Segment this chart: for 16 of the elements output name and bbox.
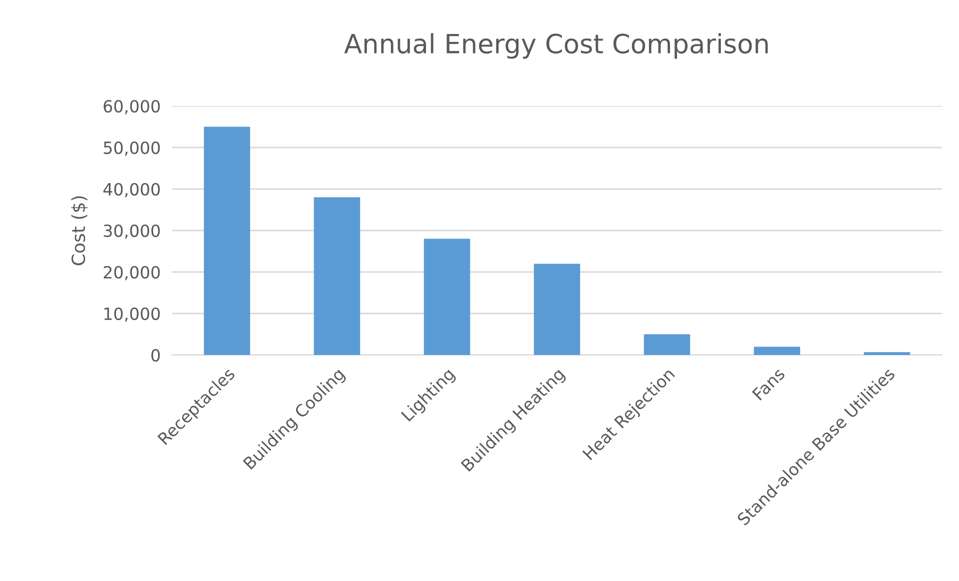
y-tick-label: 20,000 [104,266,160,280]
bar [204,126,250,355]
y-tick-label: 30,000 [104,224,160,239]
bar [754,346,800,355]
y-tick-label: 40,000 [103,182,160,198]
bar [314,197,360,355]
bar [864,352,910,355]
bar [534,264,580,355]
y-tick-label: 60,000 [104,100,160,114]
y-axis-title: Cost ($) [71,196,88,266]
y-tick-label: 0 [151,348,160,362]
bar [644,334,690,355]
chart-title: Annual Energy Cost Comparison [344,33,768,59]
y-tick-label: 50,000 [104,141,160,156]
bar [424,238,470,355]
y-tick-label: 10,000 [104,307,160,322]
